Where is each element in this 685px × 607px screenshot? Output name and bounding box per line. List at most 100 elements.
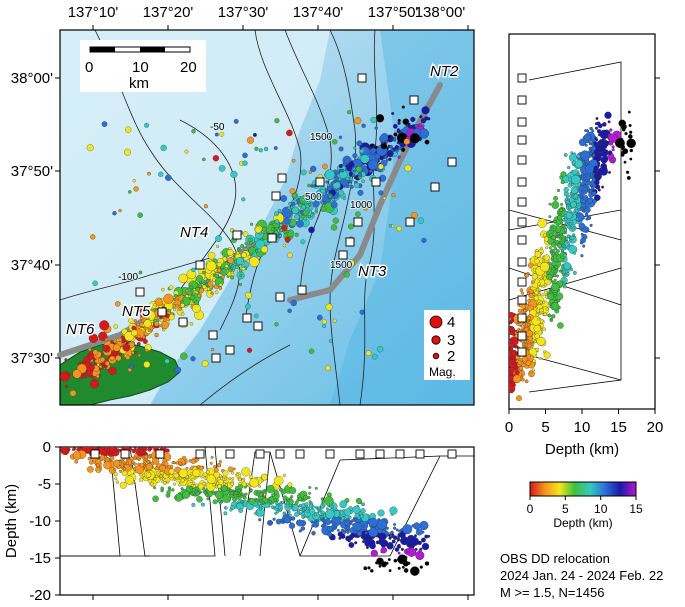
hypocenter-marker <box>254 146 259 151</box>
hypocenter-marker <box>250 222 254 226</box>
hypocenter-marker <box>303 216 308 221</box>
contour-label: 1500 <box>330 260 353 271</box>
hypocenter-marker <box>400 547 404 551</box>
hypocenter-marker <box>623 160 627 164</box>
station-marker <box>277 173 287 183</box>
hypocenter-marker <box>551 201 560 209</box>
hypocenter-marker <box>194 483 199 488</box>
hypocenter-marker <box>380 133 389 142</box>
hypocenter-marker <box>513 363 517 367</box>
hypocenter-marker <box>594 149 598 153</box>
hypocenter-marker <box>308 486 312 489</box>
hypocenter-marker <box>147 447 152 452</box>
hypocenter-marker <box>545 307 549 311</box>
hypocenter-marker <box>401 105 405 109</box>
hypocenter-marker <box>397 538 400 542</box>
hypocenter-marker <box>565 212 573 219</box>
hypocenter-marker <box>599 139 603 143</box>
hypocenter-marker <box>533 295 539 301</box>
hypocenter-marker <box>205 488 209 492</box>
hypocenter-marker <box>574 207 578 211</box>
hypocenter-marker <box>409 133 420 144</box>
station-marker <box>517 347 527 357</box>
hypocenter-marker <box>258 492 264 497</box>
hypocenter-marker <box>171 488 175 492</box>
hypocenter-marker <box>550 256 555 260</box>
hypocenter-marker <box>263 146 269 152</box>
hypocenter-marker <box>248 498 256 505</box>
contour-label: 1000 <box>350 200 373 211</box>
hypocenter-marker <box>354 182 360 188</box>
hypocenter-marker <box>324 169 336 180</box>
hypocenter-marker <box>200 502 205 507</box>
hypocenter-marker <box>322 201 327 205</box>
hypocenter-marker <box>427 117 431 121</box>
hypocenter-marker <box>381 561 387 568</box>
mag-legend-3: 3 <box>447 332 455 349</box>
hypocenter-marker <box>597 188 601 192</box>
colorbar-label: Depth (km) <box>553 516 612 530</box>
hypocenter-marker <box>566 224 571 229</box>
hypocenter-marker <box>274 490 279 495</box>
hypocenter-marker <box>64 384 69 389</box>
hypocenter-marker <box>83 374 88 379</box>
hypocenter-marker <box>629 148 634 153</box>
hypocenter-marker <box>329 339 333 343</box>
hypocenter-marker <box>242 152 248 159</box>
hypocenter-marker <box>131 448 136 454</box>
hypocenter-marker <box>539 246 543 250</box>
hypocenter-marker <box>271 227 275 231</box>
depth-colorbar: 0 5 10 15 Depth (km) <box>527 481 643 530</box>
hypocenter-marker <box>221 485 228 492</box>
bottom-tick: -20 <box>29 587 51 604</box>
hypocenter-marker <box>611 148 615 152</box>
hypocenter-marker <box>357 172 362 177</box>
hypocenter-marker <box>571 183 574 187</box>
station-marker <box>517 217 527 227</box>
hypocenter-marker <box>138 270 143 275</box>
hypocenter-marker <box>308 202 312 206</box>
hypocenter-marker <box>360 154 370 164</box>
hypocenter-marker <box>414 534 417 538</box>
hypocenter-marker <box>510 350 516 356</box>
hypocenter-marker <box>354 117 362 125</box>
hypocenter-marker <box>543 312 547 317</box>
bottom-tick: 0 <box>43 439 51 456</box>
hypocenter-marker <box>294 511 300 517</box>
hypocenter-marker <box>252 132 257 137</box>
contour-label: 500 <box>305 192 322 203</box>
hypocenter-marker <box>356 531 362 537</box>
hypocenter-marker <box>301 197 305 202</box>
hypocenter-marker <box>113 468 117 471</box>
hypocenter-marker <box>162 318 167 322</box>
station-marker <box>120 449 130 459</box>
hypocenter-marker <box>137 353 141 358</box>
hypocenter-marker <box>408 544 412 548</box>
hypocenter-marker <box>322 503 326 507</box>
hypocenter-marker <box>152 495 159 503</box>
hypocenter-marker <box>320 206 327 212</box>
hypocenter-marker <box>100 357 106 363</box>
hypocenter-marker <box>131 325 137 331</box>
hypocenter-marker <box>338 164 343 169</box>
hypocenter-marker <box>572 226 576 230</box>
hypocenter-marker <box>622 148 629 155</box>
station-marker <box>275 449 285 459</box>
hypocenter-marker <box>103 461 112 470</box>
hypocenter-marker <box>212 155 220 162</box>
hypocenter-marker <box>424 561 430 566</box>
hypocenter-marker <box>421 106 430 115</box>
hypocenter-marker <box>284 236 291 243</box>
fault-label-nt3: NT3 <box>358 263 387 280</box>
hypocenter-marker <box>321 519 325 523</box>
hypocenter-marker <box>560 171 567 178</box>
hypocenter-marker <box>374 126 378 130</box>
hypocenter-marker <box>378 163 384 170</box>
hypocenter-marker <box>539 308 544 313</box>
hypocenter-marker <box>206 279 210 283</box>
hypocenter-marker <box>533 258 540 265</box>
hypocenter-marker <box>391 193 396 198</box>
hypocenter-marker <box>393 526 397 530</box>
hypocenter-marker <box>116 448 120 452</box>
hypocenter-marker <box>556 299 560 303</box>
